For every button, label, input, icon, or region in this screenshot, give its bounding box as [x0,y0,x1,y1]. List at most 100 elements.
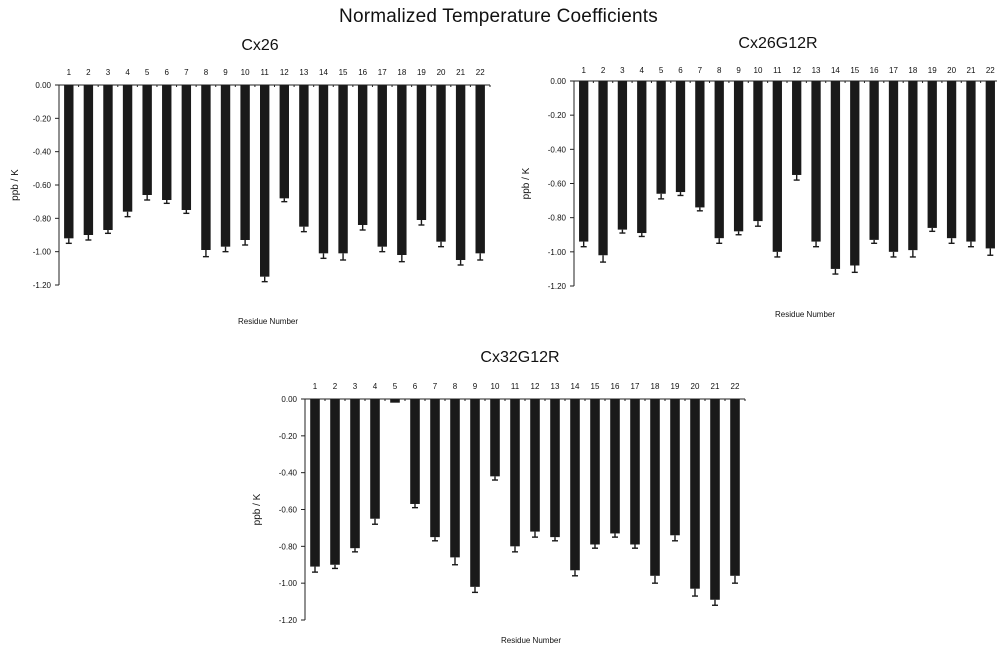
bar [330,399,340,565]
category-label: 12 [280,68,289,77]
category-label: 6 [165,68,170,77]
category-label: 22 [731,382,740,391]
bar [410,399,420,504]
y-tick-label: -0.40 [33,148,52,157]
category-label: 7 [698,66,703,75]
category-label: 18 [908,66,917,75]
bar [64,85,74,239]
category-label: 5 [659,66,664,75]
category-label: 1 [67,68,72,77]
category-label: 4 [373,382,378,391]
category-label: 13 [551,382,560,391]
bar [279,85,289,199]
category-label: 11 [773,66,782,75]
bar [730,399,740,576]
y-tick-label: -0.60 [548,180,567,189]
bar [103,85,113,230]
y-tick-label: -0.80 [548,214,567,223]
bar [714,81,724,239]
category-label: 11 [511,382,520,391]
category-label: 1 [313,382,318,391]
category-label: 4 [640,66,645,75]
bar [811,81,821,242]
bar [450,399,460,558]
y-tick-label: -1.00 [548,248,567,257]
category-label: 2 [86,68,91,77]
bar [357,85,368,225]
bar [772,81,782,252]
category-label: 1 [581,66,586,75]
category-label: 7 [433,382,438,391]
category-label: 17 [889,66,898,75]
bar [869,81,879,240]
bar [455,85,466,260]
category-label: 13 [812,66,821,75]
bar [888,81,899,252]
bar [908,81,918,251]
figure-title: Normalized Temperature Coefficients [339,6,658,27]
bar [370,399,380,519]
bar [637,81,647,234]
bar [850,81,860,266]
bar [220,85,231,247]
y-tick-label: -0.20 [548,111,567,120]
category-label: 3 [106,68,111,77]
bar [162,85,172,200]
bar [598,81,608,256]
category-label: 4 [125,68,130,77]
y-tick-label: -1.00 [33,248,52,257]
bar [475,85,485,254]
y-tick-label: -0.60 [279,506,298,515]
category-label: 21 [456,68,465,77]
bar [240,85,250,240]
bar [530,399,540,532]
y-tick-label: -0.20 [279,432,298,441]
bar [201,85,211,250]
category-label: 6 [678,66,683,75]
category-label: 19 [417,68,426,77]
category-label: 10 [491,382,500,391]
bar [83,85,94,235]
category-label: 9 [223,68,228,77]
bar [695,81,705,208]
category-label: 9 [473,382,478,391]
y-tick-label: -1.00 [279,579,298,588]
bar [830,81,841,269]
bar [470,399,480,587]
bar [416,85,427,220]
category-label: 19 [671,382,680,391]
category-label: 9 [736,66,741,75]
category-label: 21 [967,66,976,75]
bar [310,399,320,567]
y-tick-label: -0.20 [33,114,52,123]
y-tick-label: 0.00 [35,81,51,90]
category-label: 10 [754,66,763,75]
bar [338,85,348,254]
bar [260,85,270,277]
bar [299,85,309,227]
x-axis-label: Residue Number [501,636,561,645]
y-tick-label: -0.40 [279,469,298,478]
bar [436,85,446,242]
bar [579,81,589,242]
category-label: 22 [476,68,485,77]
y-axis-label: ppb / K [10,169,21,201]
chart-title: Cx26 [241,37,278,54]
y-tick-label: -1.20 [548,282,567,291]
category-label: 15 [850,66,859,75]
category-label: 5 [393,382,398,391]
category-label: 8 [204,68,209,77]
category-label: 20 [691,382,700,391]
category-label: 13 [299,68,308,77]
y-axis-label: ppb / K [521,167,532,199]
y-tick-label: -0.40 [548,145,567,154]
chart-title: Cx32G12R [480,349,559,366]
bar [181,85,192,210]
category-label: 5 [145,68,150,77]
bar [670,399,680,536]
category-label: 18 [397,68,406,77]
y-tick-label: -1.20 [33,281,52,290]
bar [650,399,660,576]
category-label: 19 [928,66,937,75]
